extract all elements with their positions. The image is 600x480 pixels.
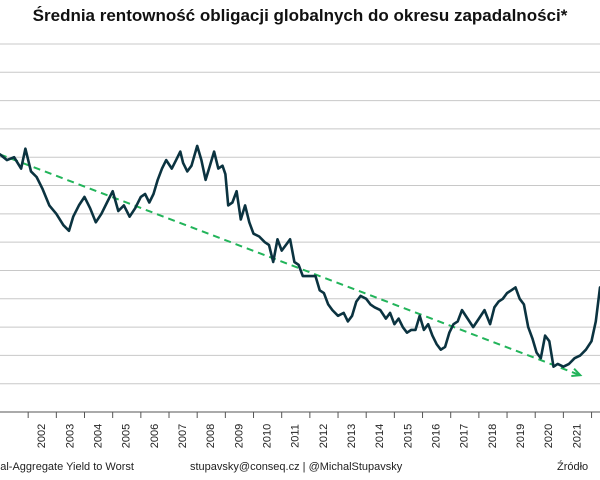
x-tick-label: 2010 bbox=[262, 424, 274, 448]
footer-source-right: Źródło bbox=[557, 461, 589, 473]
gridlines bbox=[0, 43, 600, 385]
trend-layer bbox=[0, 153, 583, 377]
x-tick-label: 2007 bbox=[177, 424, 189, 448]
x-tick-label: 2006 bbox=[149, 424, 161, 448]
x-axis: 2002 2003 2004 2005 2006 2007 2008 2009 2010 2011… bbox=[0, 411, 600, 448]
yield-series-line bbox=[0, 144, 600, 369]
x-tick-label: 2016 bbox=[431, 424, 443, 448]
trend-arrowhead bbox=[571, 367, 583, 377]
x-tick-label: 2003 bbox=[64, 424, 76, 448]
x-tick-label: 2008 bbox=[205, 424, 217, 448]
x-tick-label: 2021 bbox=[571, 424, 583, 448]
footer-source-left: obal-Aggregate Yield to Worst bbox=[0, 461, 134, 473]
chart-title: Średnia rentowność obligacji globalnych … bbox=[32, 6, 568, 25]
x-tick-label: 2014 bbox=[374, 424, 386, 448]
x-tick-label: 2013 bbox=[346, 424, 358, 448]
x-tick-label: 2012 bbox=[318, 424, 330, 448]
x-tick-label: 2018 bbox=[487, 424, 499, 448]
x-tick-label: 2011 bbox=[290, 424, 302, 448]
x-tick-label: 2005 bbox=[121, 424, 133, 448]
x-tick-label: 2017 bbox=[459, 424, 471, 448]
footer-contact: stupavsky@conseq.cz | @MichalStupavsky bbox=[190, 461, 403, 473]
x-tick-label: 2019 bbox=[515, 424, 527, 448]
trend-line bbox=[0, 153, 581, 377]
x-tick-label: 2004 bbox=[92, 424, 104, 448]
x-tick-label: 2002 bbox=[36, 424, 48, 448]
x-tick-label: 2009 bbox=[233, 424, 245, 448]
series-layer bbox=[0, 144, 600, 369]
x-tick-label: 2020 bbox=[543, 424, 555, 448]
x-tick-label: 2015 bbox=[402, 424, 414, 448]
